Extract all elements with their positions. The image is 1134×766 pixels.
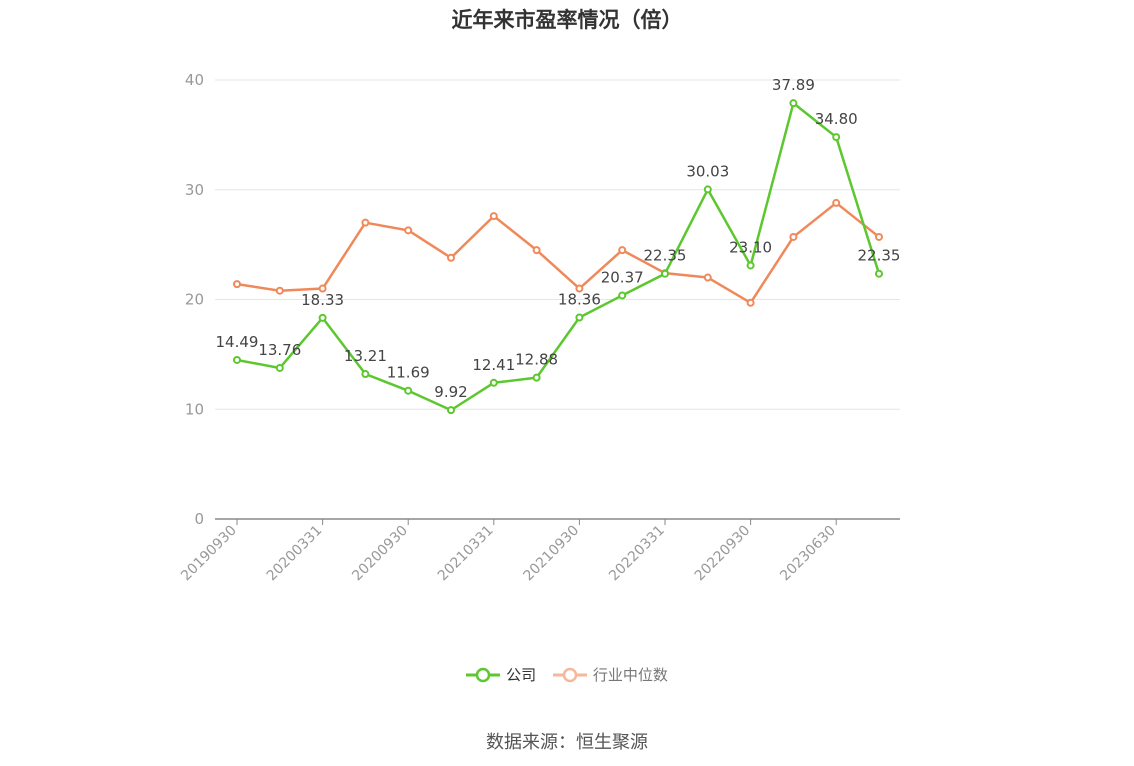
data-label: 13.21 (344, 347, 387, 365)
data-point-industry (703, 273, 712, 282)
legend-item-industry[interactable]: 行业中位数 (552, 664, 668, 685)
data-point-company (618, 291, 627, 300)
x-tick-label: 20210331 (435, 523, 497, 585)
data-point-company (746, 261, 755, 270)
x-tick-label: 20230630 (777, 523, 839, 585)
data-point-company (318, 313, 327, 322)
data-point-industry (832, 198, 841, 207)
data-point-company (489, 378, 498, 387)
legend-line-marker-icon (466, 667, 501, 682)
data-point-industry (875, 232, 883, 241)
data-label: 22.35 (644, 247, 687, 265)
y-tick-label: 20 (185, 291, 204, 309)
data-point-industry (275, 286, 284, 295)
legend-label-company: 公司 (506, 666, 537, 684)
data-point-industry (489, 212, 498, 221)
data-point-industry (233, 280, 241, 289)
legend: 公司 行业中位数 (0, 664, 1134, 687)
data-label: 18.33 (301, 291, 344, 309)
data-point-industry (746, 298, 755, 307)
data-label: 18.36 (558, 290, 601, 308)
legend-item-company[interactable]: 公司 (466, 664, 536, 685)
data-point-company (832, 133, 841, 142)
data-label: 13.76 (258, 341, 301, 359)
data-label: 12.41 (472, 356, 515, 374)
x-tick-label: 20220331 (606, 523, 668, 585)
series-line-industry (236, 201, 880, 305)
source-note: 数据来源：恒生聚源 (486, 732, 648, 753)
data-point-company (789, 99, 798, 108)
y-tick-label: 40 (185, 71, 204, 89)
data-point-industry (361, 218, 370, 227)
data-label: 11.69 (387, 364, 430, 382)
data-point-industry (789, 232, 798, 241)
legend-line-marker-icon (552, 667, 587, 682)
data-point-industry (532, 246, 541, 255)
y-tick-label: 10 (185, 400, 204, 418)
data-label: 9.92 (434, 383, 467, 401)
data-label: 14.49 (216, 333, 259, 351)
data-label: 30.03 (686, 162, 729, 180)
data-point-company (532, 373, 541, 382)
chart-title: 近年来市盈率情况（倍） (451, 8, 683, 32)
data-point-industry (404, 226, 413, 235)
data-label: 23.10 (729, 238, 772, 256)
series-lines (233, 99, 883, 415)
data-point-company (233, 355, 241, 364)
series-line-company (236, 101, 881, 412)
data-point-company (361, 370, 370, 379)
legend-label-industry: 行业中位数 (592, 666, 668, 684)
data-label: 12.88 (515, 351, 558, 369)
data-label: 34.80 (815, 110, 858, 128)
data-point-industry (618, 246, 627, 255)
x-tick-label: 20200930 (349, 523, 411, 585)
data-point-company (447, 406, 455, 415)
data-point-industry (575, 284, 584, 293)
data-label: 37.89 (772, 76, 815, 94)
data-point-company (703, 185, 712, 194)
data-label: 22.35 (858, 247, 901, 265)
grid-lines (215, 79, 900, 410)
y-tick-label: 0 (194, 510, 204, 528)
x-tick-label: 20200331 (264, 523, 326, 585)
data-point-company (275, 363, 284, 372)
x-tick-label: 20210930 (521, 523, 583, 585)
y-tick-label: 30 (185, 181, 204, 199)
data-point-company (575, 313, 584, 322)
data-point-industry (447, 253, 455, 262)
data-point-industry (318, 284, 327, 293)
data-point-company (661, 269, 669, 278)
axes: 0 10 20 30 40 20190930 20200331 20200930 2021033… (178, 71, 900, 584)
data-label: 20.37 (601, 268, 644, 286)
x-tick-label: 20220930 (692, 523, 754, 585)
data-point-company (404, 386, 413, 395)
x-tick-label: 20190930 (178, 523, 240, 585)
data-point-company (875, 269, 883, 278)
line-chart: 0 10 20 30 40 20190930 20200331 20200930 2021033… (178, 71, 901, 584)
